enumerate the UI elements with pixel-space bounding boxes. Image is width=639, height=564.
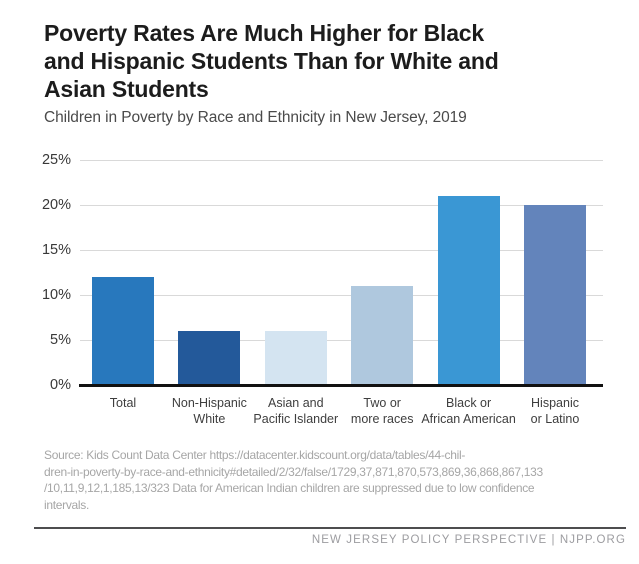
x-axis-baseline (79, 384, 603, 387)
bar-black-or-african-american (437, 196, 500, 385)
gridline-5pct (80, 340, 603, 341)
source-note: Source: Kids Count Data Center https://d… (44, 447, 624, 513)
source-line-4: intervals. (44, 497, 90, 512)
y-axis-labels: 0% 5% 10% 15% 20% 25% (0, 0, 80, 420)
y-tick-label-10pct: 10% (41, 287, 71, 303)
footer-branding: NEW JERSEY POLICY PERSPECTIVE | NJPP.ORG (311, 534, 626, 546)
plot-area (80, 160, 603, 385)
source-line-3: /10,11,9,12,1,185,13/323 Data for Americ… (44, 481, 535, 495)
source-line-2: dren-in-poverty-by-race-and-ethnicity#de… (44, 464, 543, 479)
bar-two-or-more-races (351, 286, 414, 385)
chart-title-line-1: Poverty Rates Are Much Higher for Black (44, 20, 484, 46)
y-tick-label-15pct: 15% (41, 242, 71, 258)
bar-total (92, 277, 154, 385)
y-tick-label-0pct: 0% (50, 377, 71, 393)
bar-hispanic-or-latino (524, 205, 586, 385)
y-tick-label-5pct: 5% (50, 332, 71, 348)
y-tick-label-20pct: 20% (41, 197, 71, 213)
x-label-two-or-more-races: Two or more races (350, 396, 414, 426)
y-tick-label-25pct: 25% (41, 152, 71, 168)
bar-asian-and-pacific-islander (264, 331, 327, 385)
x-axis-labels: Total Non-Hispanic White Asian and Pacific… (0, 396, 639, 436)
gridline-10pct (80, 295, 603, 296)
x-label-non-hispanic-white: Non-Hispanic White (171, 396, 247, 426)
x-label-total: Total (109, 396, 137, 410)
source-line-1: Source: Kids Count Data Center https://d… (44, 448, 466, 462)
chart-title-line-2: and Hispanic Students Than for White and (44, 48, 499, 74)
x-label-black-or-african-american: Black or African American (421, 396, 516, 426)
gridline-20pct (80, 205, 603, 206)
bar-non-hispanic-white (178, 331, 241, 385)
chart-title-line-3: Asian Students (44, 76, 209, 102)
x-label-hispanic-or-latino: Hispanic or Latino (530, 396, 580, 426)
gridline-25pct (80, 160, 603, 161)
chart-title: Poverty Rates Are Much Higher for Black … (0, 19, 560, 103)
footer-divider (34, 527, 626, 529)
chart-subtitle: Children in Poverty by Race and Ethnicit… (44, 109, 467, 126)
x-label-asian-and-pacific-islander: Asian and Pacific Islander (253, 396, 339, 426)
gridline-15pct (80, 250, 603, 251)
